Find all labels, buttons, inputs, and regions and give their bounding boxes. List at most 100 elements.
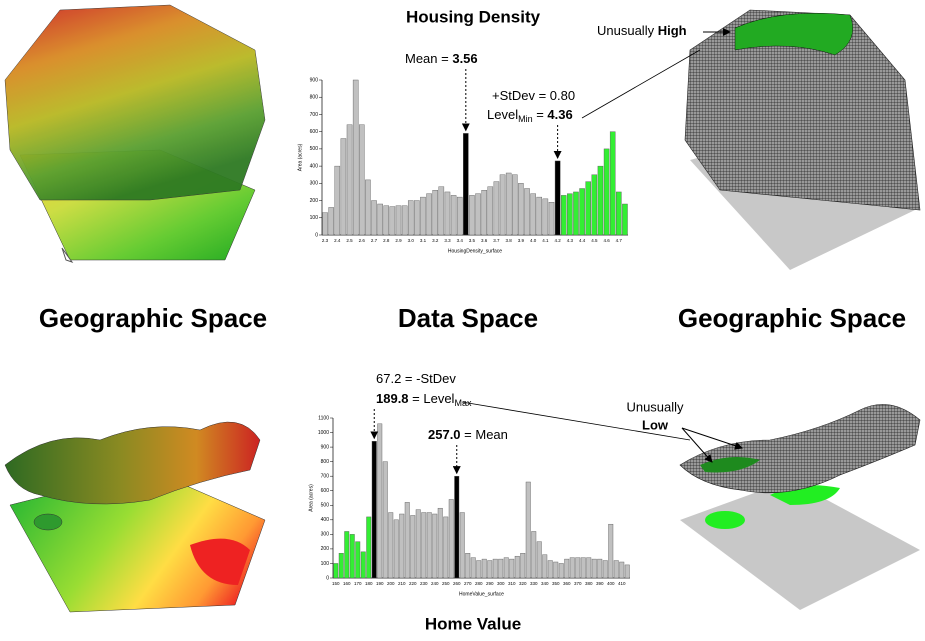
x-tick-label: 320 — [519, 581, 527, 586]
bar — [414, 200, 420, 236]
bar — [421, 512, 427, 579]
x-tick-label: 200 — [387, 581, 395, 586]
chart-title: Home Value — [425, 614, 521, 633]
x-tick-label: 4.5 — [591, 238, 598, 243]
annotation-part: 3.56 — [452, 51, 477, 66]
bar — [530, 193, 536, 236]
annotation-part: 67.2 = -StDev — [376, 371, 456, 386]
y-tick-label: 200 — [310, 198, 319, 204]
x-tick-label: 370 — [574, 581, 582, 586]
section-label: Geographic Space — [678, 303, 906, 333]
bar — [340, 138, 347, 236]
bar — [499, 174, 506, 236]
x-tick-label: 390 — [596, 581, 604, 586]
y-tick-label: 100 — [321, 561, 330, 567]
bar — [475, 193, 481, 236]
x-tick-label: 3.6 — [481, 238, 488, 243]
annotation-part: 257.0 — [428, 427, 461, 442]
bar — [569, 557, 575, 579]
annotation: +StDev = 0.80 — [492, 88, 575, 103]
y-tick-label: 800 — [310, 95, 319, 101]
y-tick-label: 500 — [310, 146, 319, 152]
x-tick-label: 340 — [541, 581, 549, 586]
bar — [542, 198, 549, 236]
bar — [591, 174, 598, 236]
x-tick-label: 160 — [343, 581, 351, 586]
bar — [613, 560, 619, 579]
bar — [388, 512, 394, 579]
x-tick-label: 150 — [332, 581, 340, 586]
bar — [585, 181, 591, 236]
bar — [454, 475, 460, 579]
x-tick-label: 310 — [508, 581, 516, 586]
bar — [524, 188, 530, 236]
x-tick-label: 3.5 — [469, 238, 476, 243]
callout-low-2: Low — [642, 417, 669, 432]
bar — [399, 513, 405, 579]
bar — [415, 509, 421, 579]
x-tick-label: 3.2 — [432, 238, 439, 243]
x-tick-label: 4.6 — [603, 238, 610, 243]
annotation: 189.8 = LevelMax — [376, 391, 472, 408]
bar — [333, 563, 339, 579]
bar — [602, 560, 608, 579]
x-tick-label: 4.3 — [567, 238, 574, 243]
bar — [608, 523, 614, 579]
bar — [616, 191, 622, 236]
x-axis-title: HomeValue_surface — [459, 591, 504, 597]
bar — [344, 531, 350, 579]
bar — [492, 558, 498, 579]
y-tick-label: 1100 — [318, 415, 329, 421]
bar — [470, 557, 476, 579]
annotation: LevelMin = 4.36 — [487, 107, 573, 124]
x-tick-label: 410 — [618, 581, 626, 586]
bar — [536, 196, 543, 236]
bar — [520, 553, 526, 579]
x-axis-title: HousingDensity_surface — [448, 248, 502, 254]
bar — [377, 203, 383, 236]
annotation-part: Level — [487, 107, 518, 122]
x-tick-label: 290 — [486, 581, 494, 586]
bar — [591, 558, 597, 579]
bar — [383, 205, 390, 236]
x-tick-label: 400 — [607, 581, 615, 586]
bar — [349, 534, 355, 579]
bar — [393, 519, 399, 579]
x-tick-label: 2.8 — [383, 238, 390, 243]
x-tick-label: 300 — [497, 581, 505, 586]
x-tick-label: 2.5 — [346, 238, 353, 243]
x-tick-label: 220 — [409, 581, 417, 586]
bar — [505, 172, 512, 236]
bar — [558, 563, 564, 579]
surface-top-left — [4, 4, 266, 263]
bar — [553, 561, 559, 579]
x-tick-label: 3.9 — [518, 238, 525, 243]
section-label: Data Space — [398, 303, 538, 333]
y-tick-label: 600 — [310, 129, 319, 135]
bar — [355, 541, 361, 579]
bar — [554, 160, 561, 236]
bar — [536, 541, 542, 579]
bar — [579, 188, 585, 236]
bar — [456, 196, 463, 236]
x-tick-label: 210 — [398, 581, 406, 586]
bar — [487, 560, 493, 579]
chart: Housing Density 0 100 200 300 400 500 600 700 800… — [297, 7, 701, 254]
x-tick-label: 3.3 — [444, 238, 451, 243]
surface-top-right — [684, 9, 921, 270]
annotation-part: = — [533, 107, 548, 122]
callout-arrow — [681, 427, 743, 450]
bar — [493, 181, 500, 236]
bar — [476, 560, 482, 579]
bar — [450, 195, 457, 236]
bar — [465, 553, 471, 579]
bar — [503, 557, 509, 579]
bar — [371, 441, 377, 579]
bar — [407, 200, 414, 236]
y-tick-label: 800 — [321, 459, 330, 465]
annotation: 67.2 = -StDev — [376, 371, 456, 386]
x-tick-label: 180 — [365, 581, 373, 586]
surface-bottom-left — [4, 421, 266, 613]
x-tick-label: 380 — [585, 581, 593, 586]
bar — [597, 165, 604, 236]
